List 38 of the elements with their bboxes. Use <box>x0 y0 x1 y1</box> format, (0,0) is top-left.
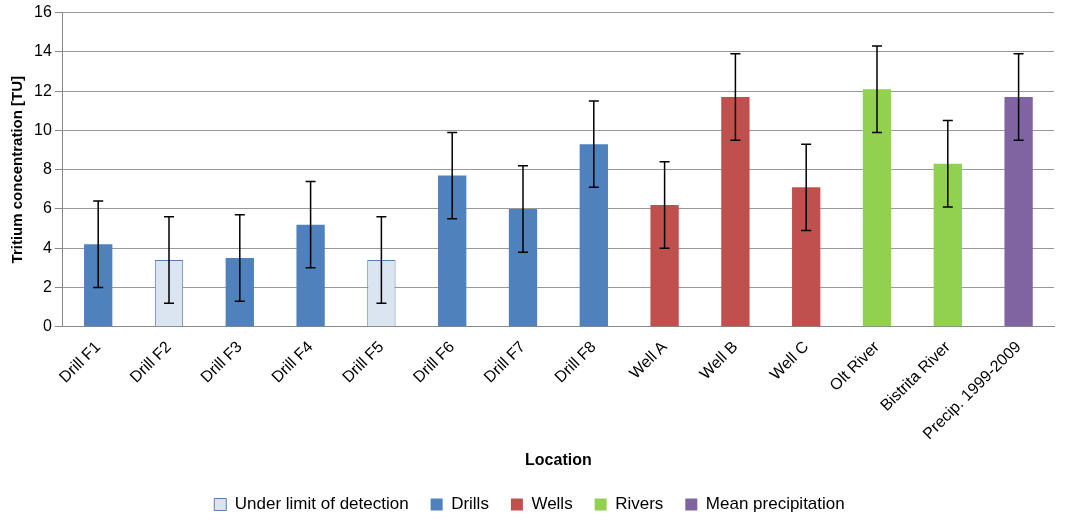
y-tick-label: 14 <box>34 42 52 60</box>
legend-label: Under limit of detection <box>234 494 409 514</box>
bar <box>579 144 608 327</box>
bar <box>792 187 821 327</box>
bar <box>721 97 750 327</box>
bar <box>225 258 254 327</box>
x-tick-label: Well B <box>696 337 741 383</box>
bar <box>1004 97 1033 327</box>
y-tick-label: 2 <box>42 277 52 295</box>
legend-label: Mean precipitation <box>705 494 845 514</box>
bar <box>84 244 113 327</box>
y-tick-label: 8 <box>42 160 52 178</box>
legend-label: Rivers <box>615 494 664 514</box>
bar <box>933 163 962 327</box>
bar <box>862 89 892 327</box>
y-tick-label: 4 <box>42 238 52 256</box>
x-tick-label: Drill F8 <box>551 337 600 386</box>
bar <box>296 224 325 327</box>
x-tick-label: Drill F5 <box>338 337 387 386</box>
bar <box>508 208 538 327</box>
x-tick-label: Drill F6 <box>409 337 458 386</box>
bar <box>438 175 467 327</box>
y-axis-title: Tritium concentration [TU] <box>8 75 26 264</box>
x-axis-title: Location <box>525 450 592 468</box>
bar <box>650 205 679 327</box>
legend-label: Drills <box>451 494 489 514</box>
x-tick-label: Drill F1 <box>55 337 104 386</box>
x-tick-label: Drill F3 <box>197 337 246 386</box>
legend-label: Wells <box>531 494 573 514</box>
x-tick-label: Drill F2 <box>126 337 175 386</box>
y-tick-label: 10 <box>34 120 52 138</box>
y-tick-label: 16 <box>34 3 52 21</box>
y-tick-label: 6 <box>42 199 52 217</box>
x-tick-label: Drill F7 <box>480 337 529 386</box>
x-tick-label: Well A <box>625 337 671 382</box>
x-tick-label: Drill F4 <box>267 337 316 386</box>
y-tick-label: 0 <box>42 317 52 335</box>
y-tick-label: 12 <box>34 81 52 99</box>
